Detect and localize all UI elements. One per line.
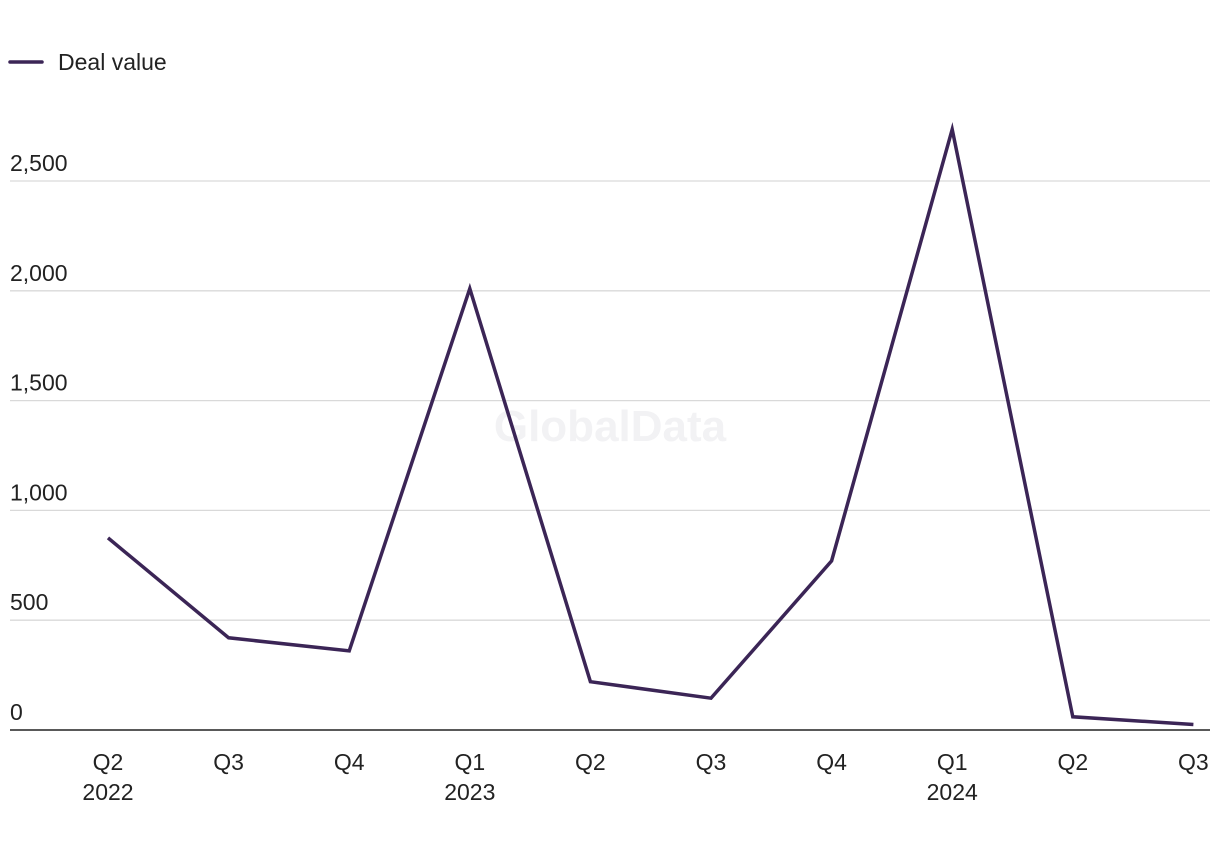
- y-tick-label: 0: [10, 699, 23, 725]
- x-tick-year-label: 2024: [927, 779, 978, 805]
- x-axis-ticks: Q2 2022 Q3 Q4 Q1 2023 Q2 Q3 Q4 Q1 2024 Q2 Q3: [82, 749, 1208, 805]
- x-tick-label: Q2: [93, 749, 124, 775]
- x-tick-label: Q3: [1178, 749, 1209, 775]
- x-tick-label: Q4: [816, 749, 847, 775]
- x-tick-label: Q1: [937, 749, 968, 775]
- legend-label-deal-value: Deal value: [58, 49, 167, 75]
- x-tick-label: Q3: [213, 749, 244, 775]
- x-tick-label: Q1: [454, 749, 485, 775]
- y-tick-label: 2,500: [10, 150, 68, 176]
- x-tick-year-label: 2023: [444, 779, 495, 805]
- y-tick-label: 2,000: [10, 260, 68, 286]
- y-axis-ticks: 0 500 1,000 1,500 2,000 2,500: [10, 150, 68, 725]
- y-tick-label: 1,000: [10, 479, 68, 505]
- series-line-deal-value: [106, 121, 1194, 727]
- x-tick-label: Q4: [334, 749, 365, 775]
- watermark: GlobalData: [494, 402, 727, 451]
- y-tick-label: 1,500: [10, 370, 68, 396]
- series-layer: [106, 121, 1194, 727]
- x-tick-label: Q2: [575, 749, 606, 775]
- legend: Deal value: [8, 49, 167, 75]
- x-tick-year-label: 2022: [82, 779, 133, 805]
- x-tick-label: Q2: [1057, 749, 1088, 775]
- gridlines: [10, 180, 1210, 621]
- x-tick-label: Q3: [696, 749, 727, 775]
- y-tick-label: 500: [10, 589, 48, 615]
